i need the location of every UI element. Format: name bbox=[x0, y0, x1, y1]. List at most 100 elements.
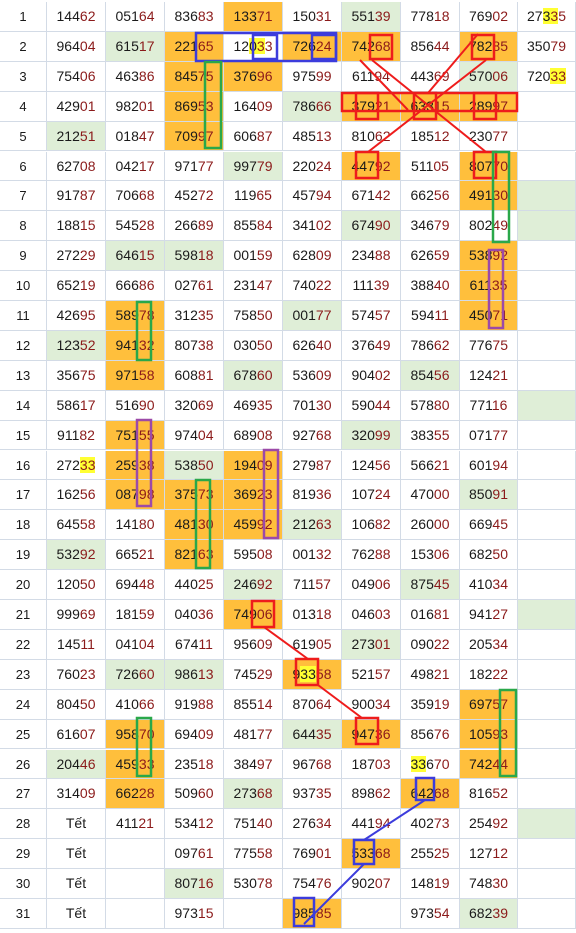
result-cell: 37921 bbox=[342, 91, 401, 122]
result-cell: 80770 bbox=[460, 151, 518, 182]
result-cell: 76288 bbox=[342, 540, 401, 571]
result-cell: 53412 bbox=[165, 809, 224, 840]
result-cell: 97315 bbox=[165, 899, 224, 929]
row-number: 10 bbox=[0, 271, 47, 301]
result-cell: 42901 bbox=[47, 91, 106, 122]
result-cell: 37649 bbox=[342, 330, 401, 361]
result-cell bbox=[518, 330, 576, 361]
result-cell: 47000 bbox=[401, 480, 460, 511]
result-cell: 23077 bbox=[460, 121, 518, 152]
result-cell: 61905 bbox=[283, 629, 342, 660]
result-cell: 09022 bbox=[401, 629, 460, 660]
result-cell: 68908 bbox=[224, 420, 283, 451]
result-cell: 90402 bbox=[342, 360, 401, 391]
result-cell: 19409 bbox=[224, 450, 283, 481]
result-cell bbox=[518, 629, 576, 660]
result-cell: 66256 bbox=[401, 181, 460, 212]
result-cell: 75140 bbox=[224, 809, 283, 840]
result-cell: 25938 bbox=[106, 450, 165, 481]
row-number: 2 bbox=[0, 31, 47, 62]
result-cell bbox=[106, 869, 165, 899]
result-cell: 67860 bbox=[224, 360, 283, 391]
result-cell: 10724 bbox=[342, 480, 401, 511]
result-cell bbox=[518, 749, 576, 780]
result-cell: 02761 bbox=[165, 271, 224, 301]
result-cell: 11965 bbox=[224, 181, 283, 212]
result-cell bbox=[518, 899, 576, 929]
result-cell bbox=[518, 689, 576, 720]
result-cell: 96768 bbox=[283, 749, 342, 780]
result-cell: 18512 bbox=[401, 121, 460, 152]
result-cell: 44792 bbox=[342, 151, 401, 182]
result-cell: 15306 bbox=[401, 540, 460, 571]
result-cell: 62708 bbox=[47, 151, 106, 182]
result-cell: 10593 bbox=[460, 719, 518, 750]
result-cell: 01318 bbox=[283, 600, 342, 630]
result-cell: 62640 bbox=[283, 330, 342, 361]
result-cell: 75850 bbox=[224, 301, 283, 331]
result-cell: 08798 bbox=[106, 480, 165, 511]
result-cell bbox=[518, 121, 576, 152]
result-cell: 74268 bbox=[342, 31, 401, 62]
result-cell: 46935 bbox=[224, 390, 283, 421]
result-cell: 91787 bbox=[47, 181, 106, 212]
result-cell: 48513 bbox=[283, 121, 342, 152]
result-cell: 78666 bbox=[283, 91, 342, 122]
result-cell: 20446 bbox=[47, 749, 106, 780]
result-cell: 44025 bbox=[165, 570, 224, 600]
result-cell: 77675 bbox=[460, 330, 518, 361]
result-cell: 23147 bbox=[224, 271, 283, 301]
result-cell: 65219 bbox=[47, 271, 106, 301]
result-cell bbox=[342, 899, 401, 929]
result-cell: 67490 bbox=[342, 211, 401, 242]
result-cell: 40273 bbox=[401, 809, 460, 840]
result-cell bbox=[518, 151, 576, 182]
result-cell: 01681 bbox=[401, 600, 460, 630]
result-cell: 33670 bbox=[401, 749, 460, 780]
result-cell: 07177 bbox=[460, 420, 518, 451]
result-cell: 41121 bbox=[106, 809, 165, 840]
result-cell: 75406 bbox=[47, 61, 106, 92]
result-cell: 95870 bbox=[106, 719, 165, 750]
result-cell: 18159 bbox=[106, 600, 165, 630]
result-cell bbox=[518, 181, 576, 212]
result-cell: 81936 bbox=[283, 480, 342, 511]
row-number: 15 bbox=[0, 420, 47, 451]
result-cell: 12456 bbox=[342, 450, 401, 481]
result-cell: 80716 bbox=[165, 869, 224, 899]
result-cell: 58617 bbox=[47, 390, 106, 421]
result-cell: 80249 bbox=[460, 211, 518, 242]
row-number: 30 bbox=[0, 869, 47, 899]
result-cell bbox=[518, 510, 576, 541]
result-cell: 72033 bbox=[518, 61, 576, 92]
result-cell: 76902 bbox=[460, 2, 518, 32]
row-number: 5 bbox=[0, 121, 47, 152]
result-cell: 61135 bbox=[460, 271, 518, 301]
result-cell: 90034 bbox=[342, 689, 401, 720]
result-cell: 78662 bbox=[401, 330, 460, 361]
result-cell: 91988 bbox=[165, 689, 224, 720]
result-cell: 00177 bbox=[283, 301, 342, 331]
result-cell: 70997 bbox=[165, 121, 224, 152]
result-cell: 61607 bbox=[47, 719, 106, 750]
result-cell: 59508 bbox=[224, 540, 283, 571]
result-cell: 51690 bbox=[106, 390, 165, 421]
result-cell: 98585 bbox=[283, 899, 342, 929]
result-cell: 85644 bbox=[401, 31, 460, 62]
result-cell: 14462 bbox=[47, 2, 106, 32]
result-cell: 97404 bbox=[165, 420, 224, 451]
result-cell: 53850 bbox=[165, 450, 224, 481]
result-cell: 64435 bbox=[283, 719, 342, 750]
result-cell: 45933 bbox=[106, 749, 165, 780]
result-cell: 85514 bbox=[224, 689, 283, 720]
holiday-cell: Tết bbox=[47, 839, 106, 870]
result-cell: 68239 bbox=[460, 899, 518, 929]
result-cell: 80738 bbox=[165, 330, 224, 361]
result-cell: 77116 bbox=[460, 390, 518, 421]
result-cell: 37696 bbox=[224, 61, 283, 92]
result-cell: 94736 bbox=[342, 719, 401, 750]
row-number: 8 bbox=[0, 211, 47, 242]
result-cell: 76023 bbox=[47, 659, 106, 690]
result-cell: 04036 bbox=[165, 600, 224, 630]
result-cell: 27987 bbox=[283, 450, 342, 481]
